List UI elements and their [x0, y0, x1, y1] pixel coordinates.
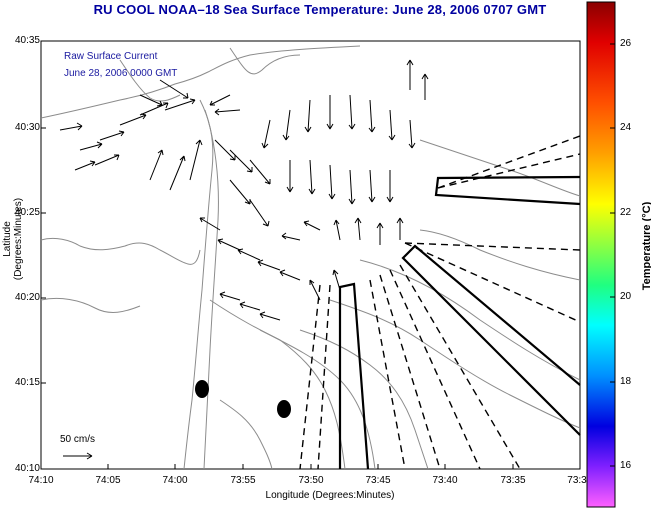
x-tick-label: 73:50: [298, 475, 324, 486]
colorbar-tick-label: 16: [620, 460, 632, 471]
legend-line-2: June 28, 2006 0000 GMT: [64, 68, 178, 79]
colorbar: [586, 1, 616, 508]
mooring-marker: [195, 380, 209, 398]
colorbar-label: Temperature (°C): [641, 201, 651, 291]
colorbar-tick-label: 18: [620, 376, 632, 387]
scale-arrow: [63, 452, 93, 460]
colorbar-tick-label: 26: [620, 38, 632, 49]
colorbar-tick-label: 22: [620, 207, 632, 218]
plot-frame: [40, 40, 581, 470]
y-axis-label: Latitude (Degrees:Minutes): [2, 197, 24, 281]
colorbar-tick-label: 24: [620, 122, 632, 133]
y-tick-label: 40:30: [14, 122, 40, 133]
colorbar-tick-label: 20: [620, 291, 632, 302]
current-vectors: [59, 59, 429, 321]
y-tick-label: 40:15: [14, 377, 40, 388]
radar-beam-lines: [299, 135, 581, 470]
y-tick-label: 40:10: [14, 463, 40, 474]
x-tick-label: 73:45: [365, 475, 391, 486]
legend-line-1: Raw Surface Current: [64, 51, 158, 62]
scale-label: 50 cm/s: [60, 434, 96, 445]
x-tick-label: 73:55: [230, 475, 256, 486]
y-tick-label: 40:20: [14, 292, 40, 303]
coastline-contours: [40, 45, 581, 470]
x-tick-label: 74:00: [162, 475, 188, 486]
mooring-marker: [277, 400, 291, 418]
x-tick-label: 74:05: [95, 475, 121, 486]
x-tick-label: 73:40: [432, 475, 458, 486]
figure-title: RU COOL NOAA–18 Sea Surface Temperature:…: [93, 2, 547, 17]
radar-beam-outlines: [338, 175, 581, 470]
x-axis-label: Longitude (Degrees:Minutes): [265, 490, 395, 501]
x-tick-label: 74:10: [28, 475, 54, 486]
x-tick-label: 73:35: [500, 475, 526, 486]
x-tick-label: 73:3: [567, 475, 587, 486]
y-tick-label: 40:35: [14, 35, 40, 46]
y-tick-label: 40:25: [14, 207, 40, 218]
